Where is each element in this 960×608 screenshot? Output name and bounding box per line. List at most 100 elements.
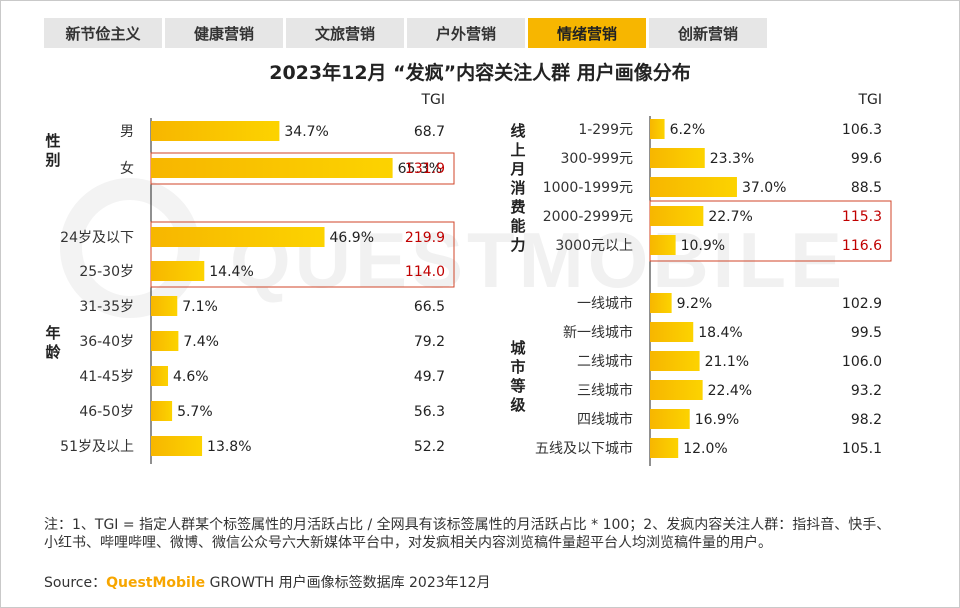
data-label: 10.9% bbox=[681, 238, 725, 254]
tab-item[interactable]: 健康营销 bbox=[165, 18, 283, 48]
category-label: 1-299元 bbox=[578, 122, 633, 138]
category-label: 24岁及以下 bbox=[60, 230, 134, 246]
bar bbox=[650, 206, 704, 226]
tgi-value: 68.7 bbox=[414, 124, 445, 140]
chart-title: 2023年12月 “发疯”内容关注人群 用户画像分布 bbox=[269, 62, 691, 84]
bar bbox=[151, 261, 205, 281]
tgi-value: 99.5 bbox=[851, 325, 882, 341]
data-label: 22.7% bbox=[708, 209, 752, 225]
data-label: 34.7% bbox=[284, 124, 328, 140]
category-label: 3000元以上 bbox=[555, 238, 633, 254]
category-label: 三线城市 bbox=[577, 382, 633, 399]
data-label: 46.9% bbox=[330, 230, 374, 246]
data-label: 21.1% bbox=[705, 354, 749, 370]
tgi-value: 88.5 bbox=[851, 180, 882, 196]
tgi-header: TGI bbox=[420, 92, 445, 108]
tgi-value: 52.2 bbox=[414, 439, 445, 455]
category-label: 二线城市 bbox=[577, 353, 633, 370]
tgi-value: 56.3 bbox=[414, 404, 445, 420]
bar bbox=[151, 401, 173, 421]
highlight-box bbox=[150, 221, 455, 288]
bar bbox=[151, 436, 203, 456]
data-label: 13.8% bbox=[207, 439, 251, 455]
group-label-char: 线 bbox=[510, 122, 525, 140]
bar bbox=[151, 121, 280, 141]
bar bbox=[650, 438, 679, 458]
data-label: 23.3% bbox=[710, 151, 754, 167]
data-label: 65.3% bbox=[398, 161, 442, 177]
source-line: Source：QuestMobile GROWTH 用户画像标签数据库 2023… bbox=[44, 572, 490, 592]
bar bbox=[151, 296, 178, 316]
category-label: 女 bbox=[120, 160, 134, 177]
data-label: 12.0% bbox=[683, 441, 727, 457]
bar bbox=[151, 227, 325, 247]
highlight-box bbox=[649, 200, 892, 262]
bar bbox=[650, 409, 690, 429]
bar bbox=[650, 148, 705, 168]
tgi-value: 102.9 bbox=[842, 296, 882, 312]
data-label: 14.4% bbox=[209, 264, 253, 280]
group-label-char: 性 bbox=[45, 132, 60, 150]
bar bbox=[650, 351, 700, 371]
tgi-value: 49.7 bbox=[414, 369, 445, 385]
group-label-char: 级 bbox=[510, 396, 526, 414]
tab-item-active[interactable]: 情绪营销 bbox=[528, 18, 646, 48]
data-label: 5.7% bbox=[177, 404, 213, 420]
data-label: 6.2% bbox=[670, 122, 706, 138]
data-label: 4.6% bbox=[173, 369, 209, 385]
data-label: 9.2% bbox=[677, 296, 713, 312]
bar bbox=[650, 380, 703, 400]
category-label: 36-40岁 bbox=[79, 334, 134, 350]
tgi-value: 116.6 bbox=[842, 238, 882, 254]
footnote: 注：1、TGI = 指定人群某个标签属性的月活跃占比 / 全网具有该标签属性的月… bbox=[44, 517, 891, 551]
group-label-char: 力 bbox=[510, 236, 525, 254]
category-label: 五线及以下城市 bbox=[535, 440, 633, 457]
watermark: QUESTMOBILE bbox=[230, 216, 847, 304]
bar bbox=[151, 366, 169, 386]
category-label: 51岁及以上 bbox=[60, 439, 134, 455]
bar bbox=[650, 293, 672, 313]
category-label: 300-999元 bbox=[561, 151, 634, 167]
tab-bar: 新节俭主义 健康营销 文旅营销 户外营销 情绪营销 创新营销 bbox=[44, 18, 767, 48]
tgi-value: 105.1 bbox=[842, 441, 882, 457]
source-brand: QuestMobile bbox=[106, 575, 206, 591]
data-label: 37.0% bbox=[742, 180, 786, 196]
category-label: 2000-2999元 bbox=[543, 209, 633, 225]
data-label: 7.1% bbox=[182, 299, 218, 315]
bar bbox=[151, 331, 179, 351]
tgi-value: 219.9 bbox=[405, 230, 445, 246]
tgi-value: 114.0 bbox=[405, 264, 445, 280]
group-label-char: 年 bbox=[45, 324, 60, 342]
group-label-char: 费 bbox=[510, 198, 525, 216]
data-label: 18.4% bbox=[698, 325, 742, 341]
tab-item[interactable]: 新节俭主义 bbox=[44, 18, 162, 48]
group-label-char: 别 bbox=[44, 151, 60, 169]
category-label: 一线城市 bbox=[577, 295, 633, 312]
tgi-header: TGI bbox=[857, 92, 882, 108]
data-label: 7.4% bbox=[183, 334, 219, 350]
bar bbox=[650, 235, 676, 255]
data-label: 22.4% bbox=[708, 383, 752, 399]
tab-item[interactable]: 创新营销 bbox=[649, 18, 767, 48]
tgi-value: 98.2 bbox=[851, 412, 882, 428]
tab-item[interactable]: 户外营销 bbox=[407, 18, 525, 48]
source-suffix: GROWTH 用户画像标签数据库 2023年12月 bbox=[205, 575, 491, 591]
tgi-value: 66.5 bbox=[414, 299, 445, 315]
category-label: 25-30岁 bbox=[79, 264, 134, 280]
category-label: 31-35岁 bbox=[79, 299, 134, 315]
category-label: 41-45岁 bbox=[79, 369, 134, 385]
category-label: 男 bbox=[120, 124, 134, 140]
bar bbox=[650, 119, 665, 139]
data-label: 16.9% bbox=[695, 412, 739, 428]
group-label-char: 市 bbox=[510, 358, 525, 376]
tgi-value: 115.3 bbox=[842, 209, 882, 225]
bar bbox=[650, 177, 737, 197]
tab-item[interactable]: 文旅营销 bbox=[286, 18, 404, 48]
category-label: 新一线城市 bbox=[563, 324, 633, 341]
tgi-value: 106.0 bbox=[842, 354, 882, 370]
source-prefix: Source： bbox=[44, 575, 107, 591]
group-label-char: 龄 bbox=[45, 343, 61, 361]
tgi-value: 93.2 bbox=[851, 383, 882, 399]
group-label-char: 城 bbox=[510, 339, 525, 357]
